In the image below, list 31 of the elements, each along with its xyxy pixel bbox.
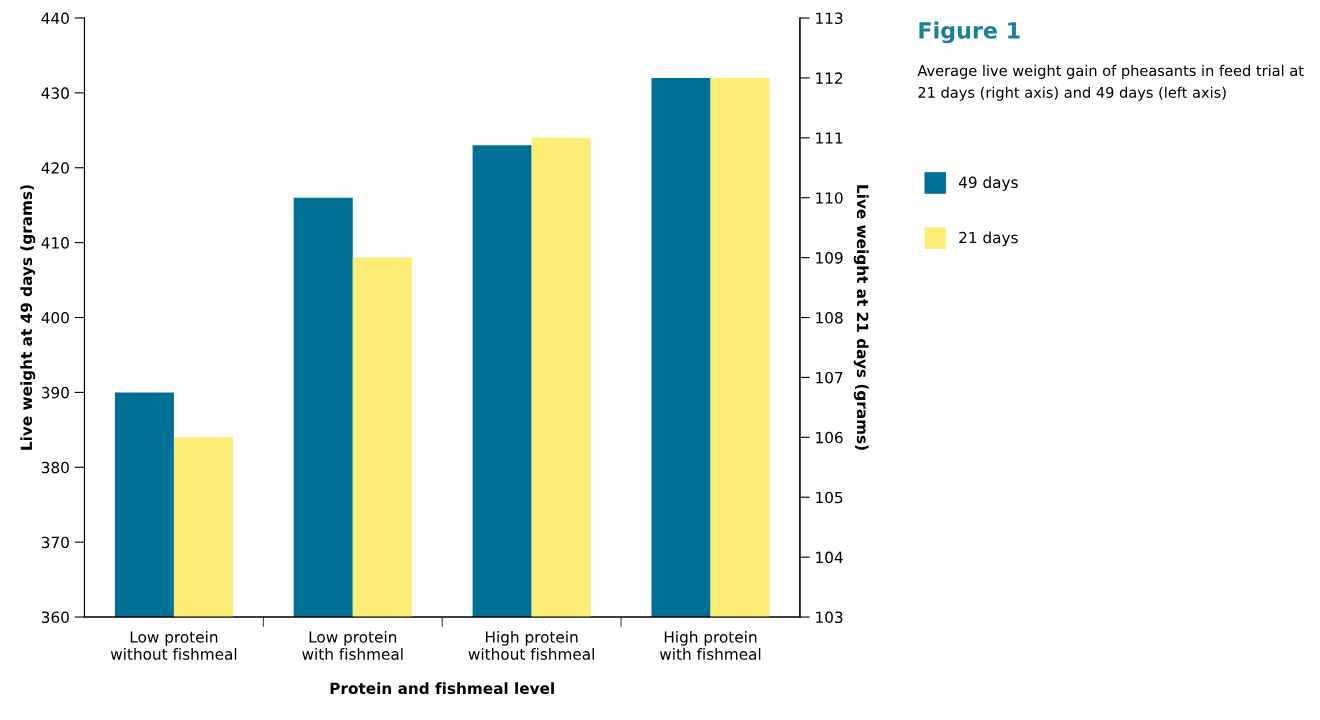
y-tick-label: 400 — [41, 311, 69, 324]
y-tick-label: 360 — [41, 611, 69, 624]
y2-tick-label: 106 — [816, 431, 843, 444]
x-tick-label: Low protein without fishmeal — [110, 630, 237, 660]
y-tick-label: 440 — [41, 12, 69, 25]
y2-axis-title: Live weight at 21 days (grams) — [853, 185, 869, 450]
y-tick-label: 410 — [41, 237, 69, 249]
y2-tick-label: 107 — [816, 371, 843, 384]
y-tick-label: 430 — [41, 87, 69, 99]
legend-label: 21 days — [959, 231, 1018, 247]
y2-tick-label: 108 — [816, 311, 843, 324]
y-tick-label: 370 — [41, 536, 69, 549]
y-tick-label: 420 — [41, 162, 69, 174]
y2-tick-label: 104 — [816, 551, 843, 564]
y2-tick-label: 109 — [816, 252, 843, 264]
x-tick-label: High protein with fishmeal — [659, 630, 761, 660]
text: Figure 1 — [919, 21, 1020, 44]
y2-tick-label: 105 — [816, 491, 843, 504]
legend-label: 49 days — [958, 176, 1018, 192]
y2-tick-label: 111 — [816, 132, 843, 144]
x-tick-label: Low protein with fishmeal — [302, 630, 403, 660]
x-tick-label: High protein without fishmeal — [468, 630, 594, 660]
y-axis-title: Live weight at 49 days (grams) — [20, 185, 36, 450]
y2-tick-label: 112 — [816, 72, 843, 84]
y2-tick-label: 110 — [816, 192, 843, 204]
y-tick-label: 390 — [41, 386, 69, 399]
y2-tick-label: 103 — [816, 611, 843, 624]
x-axis-title: Protein and fishmeal level — [330, 682, 554, 695]
y-tick-label: 380 — [41, 461, 69, 474]
text: Average live weight gain of pheasants in feed trial at 21 days (right axis) and 49 days (left axis) — [917, 64, 1304, 101]
y2-tick-label: 113 — [816, 12, 843, 25]
